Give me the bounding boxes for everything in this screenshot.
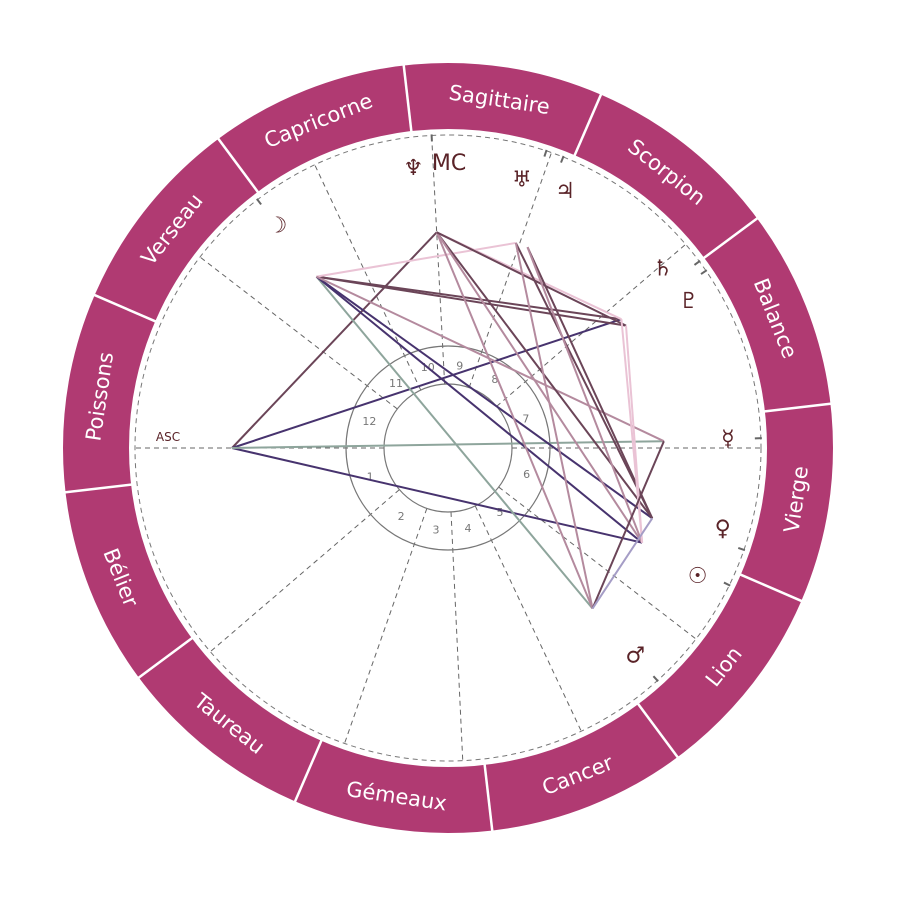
aspect-line-mercury-mars <box>591 440 665 609</box>
sign-divider <box>293 739 323 803</box>
sun-icon: ☉ <box>688 564 708 589</box>
mercury-icon: ☿ <box>721 427 735 452</box>
venus-icon: ♀ <box>715 517 731 542</box>
aspect-line-moon-mars <box>315 275 594 610</box>
saturn-icon: ♄ <box>653 257 673 282</box>
house-cusp-line <box>450 511 464 761</box>
planet-tick <box>543 149 548 157</box>
house-number: 12 <box>362 415 376 428</box>
house-number: 11 <box>389 377 403 390</box>
planet-tick <box>700 269 708 275</box>
planet-tick <box>652 675 659 683</box>
house-cusp-line <box>431 135 446 385</box>
house-cusp-line <box>468 152 552 388</box>
aspect-line-mc-mars <box>435 231 594 609</box>
moon-icon: ☽ <box>268 213 288 238</box>
house-cusp-line <box>498 486 697 640</box>
house-number: 1 <box>367 470 374 483</box>
sign-divider <box>93 293 157 323</box>
sign-divider <box>483 763 494 832</box>
house-cusp-line <box>496 243 686 407</box>
house-number: 9 <box>456 359 463 372</box>
house-ring-outer <box>345 345 551 551</box>
outer-dashed-circle <box>134 134 762 762</box>
aspect-line-mc-pluto <box>436 231 627 327</box>
aspect-line-pluto-sun <box>625 325 644 543</box>
aspect-line-jupiter-sun <box>526 246 644 544</box>
aspect-line-asc-sun <box>231 447 643 544</box>
house-number: 4 <box>465 522 472 535</box>
sign-divider <box>64 483 133 494</box>
planet-tick <box>256 198 262 206</box>
sign-divider <box>402 64 413 133</box>
house-number: 2 <box>398 510 405 523</box>
sign-divider <box>573 93 603 157</box>
zodiac-ring <box>63 63 833 833</box>
pluto-icon: ♇ <box>679 289 699 314</box>
uranus-icon: ♅ <box>512 168 532 193</box>
sign-divider <box>702 216 759 260</box>
aspect-line-venus-mars <box>591 517 654 610</box>
house-cusp-line <box>474 505 582 732</box>
aspect-line-asc-mc <box>231 231 438 449</box>
jupiter-icon: ♃ <box>555 179 575 204</box>
asc-label: ASC <box>156 430 180 444</box>
planet-tick <box>560 155 565 163</box>
aspect-line-uranus-venus <box>514 242 654 519</box>
mars-icon: ♂ <box>625 644 645 669</box>
planet-tick <box>737 547 746 552</box>
sign-divider <box>763 402 832 413</box>
neptune-icon: ♆ <box>403 156 423 181</box>
sign-divider <box>739 573 803 603</box>
sign-divider <box>216 137 260 194</box>
house-cusp-line <box>314 164 422 391</box>
aspect-line-uranus-mars <box>514 242 594 609</box>
house-number: 7 <box>522 413 529 426</box>
house-cusp-line <box>210 489 400 653</box>
aspect-line-asc-saturn <box>231 318 622 449</box>
planet-tick <box>723 581 731 587</box>
aspect-line-mc-sun <box>435 231 643 544</box>
house-number: 3 <box>433 524 440 537</box>
house-number: 8 <box>491 373 498 386</box>
aspect-line-jupiter-venus <box>526 246 654 519</box>
mc-label: MC <box>432 151 466 176</box>
house-number: 5 <box>497 506 504 519</box>
house-cusp-line <box>344 508 428 744</box>
aspect-line-moon-uranus <box>316 241 516 278</box>
planet-tick <box>693 259 701 266</box>
house-number: 6 <box>523 468 530 481</box>
aspect-line-moon-saturn <box>316 275 622 321</box>
aspect-line-moon-venus <box>315 275 653 520</box>
aspect-line-moon-sun <box>315 275 643 544</box>
aspect-line-asc-mercury <box>231 440 664 449</box>
sign-divider <box>137 636 194 680</box>
sign-divider <box>636 702 680 759</box>
house-cusp-line <box>199 256 398 410</box>
